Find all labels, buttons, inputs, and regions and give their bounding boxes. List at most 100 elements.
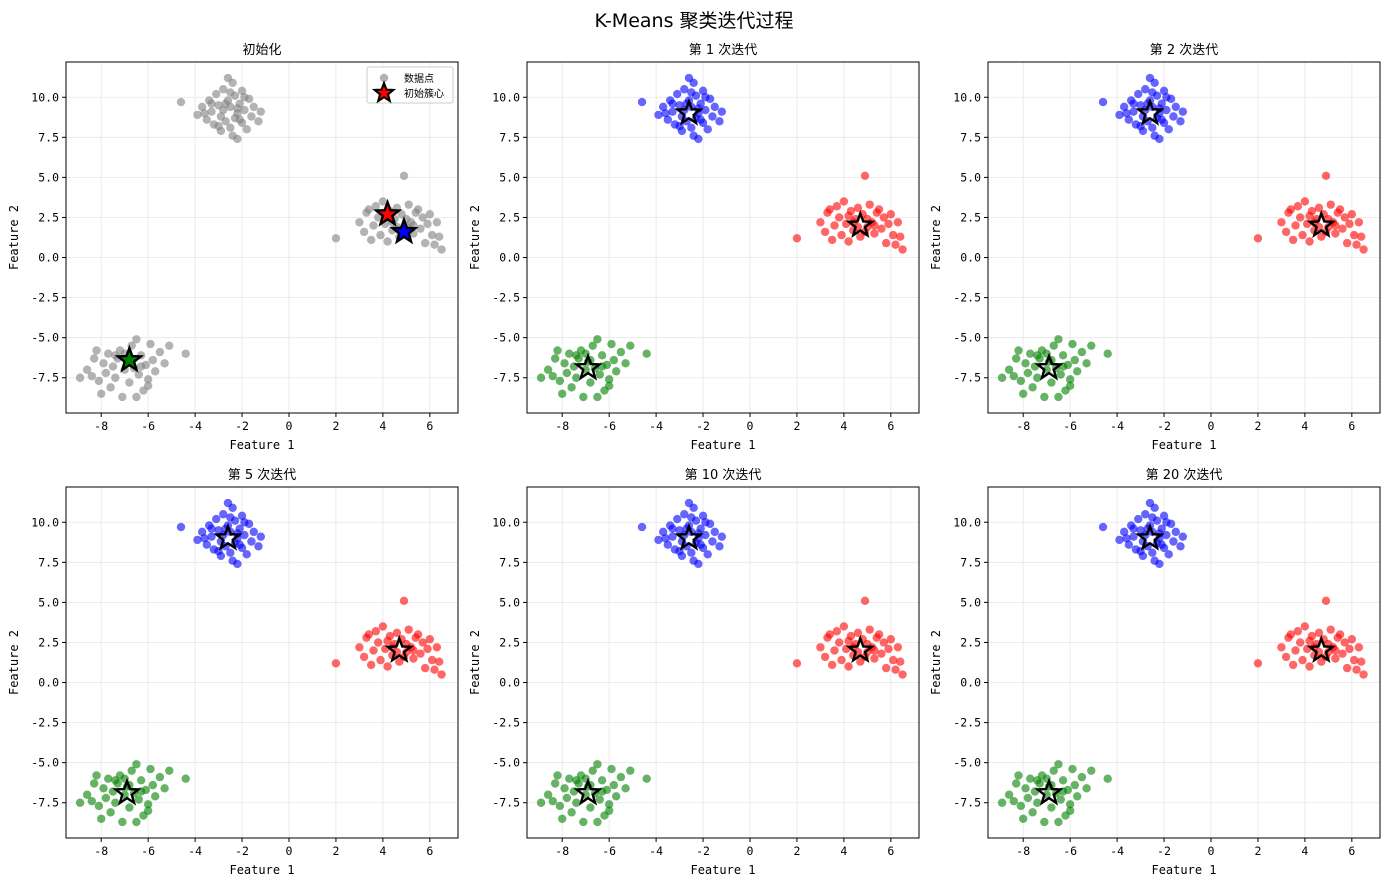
y-tick-label: 0.0: [960, 676, 981, 690]
data-point: [1134, 514, 1143, 524]
data-point: [200, 109, 209, 118]
y-tick-label: -2.5: [31, 291, 59, 305]
data-point: [101, 368, 111, 378]
data-point: [536, 373, 546, 382]
data-point: [698, 86, 708, 96]
data-point: [1162, 105, 1171, 115]
data-point: [371, 627, 381, 636]
data-point: [143, 800, 153, 809]
data-point: [1047, 803, 1056, 812]
data-point: [1300, 197, 1310, 206]
data-point: [1159, 86, 1169, 96]
data-point: [673, 514, 682, 524]
data-point: [1065, 806, 1075, 815]
data-point: [373, 213, 383, 222]
data-point: [99, 359, 108, 368]
x-tick-label: -6: [602, 419, 616, 433]
data-point: [1176, 542, 1185, 551]
y-tick-label: 7.5: [38, 555, 59, 569]
data-point: [420, 663, 430, 673]
data-point: [1122, 534, 1131, 543]
data-point: [621, 359, 630, 368]
centroid-star-icon: [674, 522, 704, 551]
centroid-star-icon: [389, 216, 419, 245]
data-point: [111, 798, 120, 807]
data-point: [1004, 790, 1014, 799]
data-point: [1331, 654, 1340, 663]
data-point: [893, 643, 903, 652]
centroid-star-icon: [112, 777, 142, 806]
x-tick-label: 2: [332, 419, 339, 433]
data-point: [837, 230, 846, 240]
data-point: [1141, 85, 1150, 94]
data-point: [1068, 764, 1077, 774]
y-tick-label: 7.5: [960, 555, 981, 569]
centroid-star-icon: [845, 210, 876, 238]
x-tick-label: 2: [793, 844, 800, 858]
data-point: [366, 660, 376, 670]
data-point: [1345, 219, 1354, 229]
x-tick-label: 4: [1301, 844, 1308, 858]
data-point: [694, 134, 703, 144]
data-point: [1321, 171, 1331, 180]
y-tick-label: -2.5: [953, 291, 981, 305]
data-point: [579, 817, 588, 827]
data-point: [1277, 218, 1286, 227]
data-point: [420, 238, 430, 248]
data-point: [1293, 202, 1303, 211]
data-point: [1129, 99, 1138, 108]
data-point: [94, 801, 104, 811]
scatter-points: [997, 73, 1368, 402]
data-point: [94, 376, 104, 386]
data-point: [1277, 643, 1286, 652]
data-point: [1314, 628, 1324, 638]
subplot-5: -8 -6 -4 -2 0 2 4 6 -7.5 -5.0 -2.5 0.0 2.5 5.0 7.5 10.0…: [468, 467, 920, 877]
data-point: [256, 107, 266, 116]
data-point: [703, 125, 712, 134]
data-point: [595, 370, 604, 379]
data-point: [134, 795, 143, 804]
data-point: [658, 527, 668, 537]
subplot-4: -8 -6 -4 -2 0 2 4 6 -7.5 -5.0 -2.5 0.0 2.5 5.0 7.5 10.0…: [7, 467, 459, 877]
data-point: [430, 665, 439, 674]
data-point: [207, 532, 216, 541]
x-tick-label: -2: [1157, 419, 1171, 433]
data-point: [331, 659, 341, 668]
data-point: [219, 510, 228, 519]
data-point: [212, 514, 221, 524]
data-point: [1070, 355, 1080, 365]
data-point: [586, 803, 595, 812]
data-point: [1023, 793, 1033, 803]
data-point: [106, 808, 115, 817]
x-tick-label: 4: [840, 419, 847, 433]
y-tick-label: 0.0: [499, 251, 520, 265]
x-axis-label: Feature 1: [690, 863, 755, 877]
data-point: [1349, 230, 1359, 240]
data-point: [1016, 801, 1026, 811]
data-point: [1338, 649, 1347, 658]
data-point: [593, 817, 602, 827]
data-point: [870, 646, 879, 655]
data-point: [1019, 389, 1028, 398]
x-tick-label: -8: [555, 844, 569, 858]
data-point: [1054, 760, 1063, 769]
data-point: [668, 107, 677, 116]
data-point: [572, 373, 581, 382]
data-point: [435, 232, 444, 241]
data-point: [654, 110, 663, 120]
subplot-2: -8 -6 -4 -2 0 2 4 6 -7.5 -5.0 -2.5 0.0 2.5 5.0 7.5 10.0…: [468, 42, 920, 452]
data-point: [413, 630, 423, 639]
data-point: [560, 784, 569, 793]
data-point: [553, 771, 562, 780]
data-point: [1119, 527, 1129, 537]
data-point: [364, 205, 373, 214]
data-point: [200, 534, 209, 543]
data-point: [1305, 237, 1314, 246]
data-point: [418, 638, 427, 647]
data-point: [1347, 210, 1357, 219]
data-point: [1305, 636, 1314, 646]
data-point: [1056, 795, 1065, 804]
data-point: [550, 354, 560, 363]
data-point: [668, 99, 677, 108]
data-point: [834, 213, 844, 222]
